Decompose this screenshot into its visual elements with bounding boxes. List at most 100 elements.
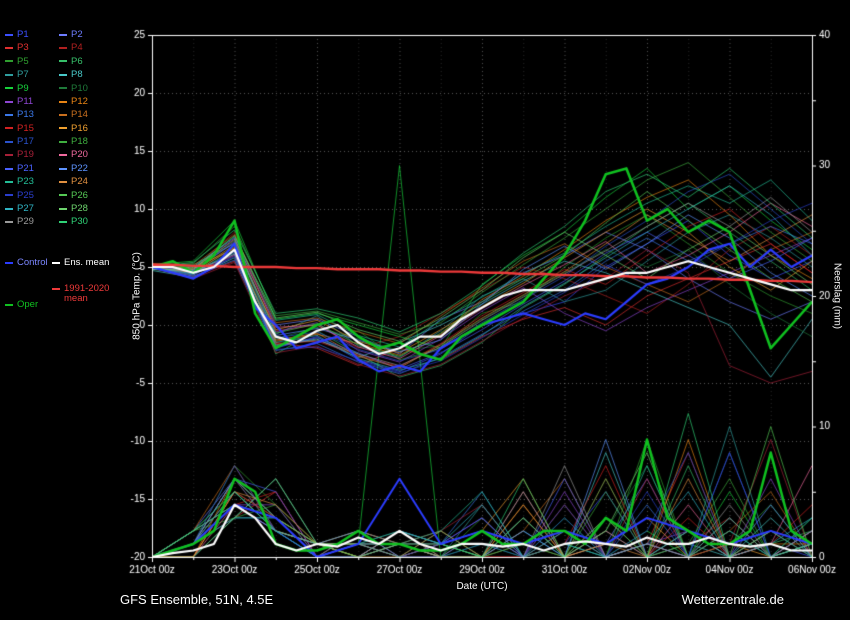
member-line-swatch <box>5 221 13 224</box>
member-line-swatch <box>5 180 13 183</box>
legend-row: P21 P22 <box>5 162 125 175</box>
legend-label-p12: P12 <box>71 95 88 107</box>
legend-item-p20: P20 <box>59 150 113 160</box>
legend-label-climate-line2: mean <box>64 293 88 305</box>
legend-item-p4: P4 <box>59 43 113 53</box>
legend-item-p28: P28 <box>59 204 113 214</box>
legend-item-p1: P1 <box>5 30 59 40</box>
legend-row: P3 P4 <box>5 41 125 54</box>
legend-label-p24: P24 <box>71 176 88 188</box>
member-line-swatch <box>5 114 13 117</box>
legend-label-p25: P25 <box>17 189 34 201</box>
legend-row: P17 P18 <box>5 135 125 148</box>
legend-item-ens-mean: Ens. mean <box>52 257 110 268</box>
legend-row: P11 P12 <box>5 95 125 108</box>
right-axis-label: Neerslag (mm) <box>831 262 843 330</box>
member-line-swatch <box>5 87 13 90</box>
member-line-swatch <box>59 207 67 210</box>
oper-line-swatch <box>5 304 13 307</box>
footer-model-info: GFS Ensemble, 51N, 4.5E <box>120 592 274 607</box>
legend-item-p11: P11 <box>5 97 59 107</box>
member-line-swatch <box>5 140 13 143</box>
legend-item-p5: P5 <box>5 57 59 67</box>
legend-row: P23 P24 <box>5 175 125 188</box>
legend-label-climate: 1991-2020 mean <box>64 283 110 305</box>
legend-label-p8: P8 <box>71 69 83 81</box>
legend-item-oper: Oper <box>5 299 39 310</box>
control-line-swatch <box>5 262 13 265</box>
legend-item-p19: P19 <box>5 150 59 160</box>
legend-label-p13: P13 <box>17 109 34 121</box>
legend-label-p4: P4 <box>71 42 83 54</box>
member-line-swatch <box>5 167 13 170</box>
legend-item-p24: P24 <box>59 177 113 187</box>
legend-row: P5 P6 <box>5 55 125 68</box>
x-axis-label: Date (UTC) <box>456 581 508 592</box>
legend-item-p27: P27 <box>5 204 59 214</box>
legend-item-p17: P17 <box>5 137 59 147</box>
legend-label-p5: P5 <box>17 55 29 67</box>
legend-label-p19: P19 <box>17 149 34 161</box>
member-line-swatch <box>59 114 67 117</box>
member-line-swatch <box>5 207 13 210</box>
member-line-swatch <box>5 100 13 103</box>
legend-row: P27 P28 <box>5 202 125 215</box>
legend-item-p14: P14 <box>59 110 113 120</box>
legend-label-p17: P17 <box>17 136 34 148</box>
legend-label-p11: P11 <box>17 95 34 107</box>
legend-row: P15 P16 <box>5 122 125 135</box>
legend-item-p9: P9 <box>5 82 59 94</box>
legend-item-p26: P26 <box>59 191 113 201</box>
legend-item-p10: P10 <box>59 82 113 94</box>
member-line-swatch <box>59 47 67 50</box>
legend-label-p3: P3 <box>17 42 29 54</box>
legend-label-p14: P14 <box>71 109 88 121</box>
legend-label-oper: Oper <box>17 299 39 310</box>
member-line-swatch <box>59 167 67 170</box>
member-line-swatch <box>5 60 13 63</box>
legend-label-p26: P26 <box>71 189 88 201</box>
legend-item-p3: P3 <box>5 43 59 53</box>
legend-label-p22: P22 <box>71 162 88 174</box>
member-line-swatch <box>5 127 13 130</box>
legend-label-p10: P10 <box>71 82 88 94</box>
legend-label-p2: P2 <box>71 28 83 40</box>
member-line-swatch <box>59 73 67 76</box>
legend-label-climate-line1: 1991-2020 <box>64 283 110 294</box>
legend-item-p30: P30 <box>59 217 113 227</box>
legend-label-p28: P28 <box>71 203 88 215</box>
member-line-swatch <box>59 87 67 90</box>
legend-row: P19 P20 <box>5 149 125 162</box>
legend-item-p18: P18 <box>59 137 113 147</box>
legend-item-p2: P2 <box>59 30 113 40</box>
legend-row: P7 P8 <box>5 68 125 81</box>
member-line-swatch <box>5 73 13 76</box>
ens-mean-line-swatch <box>52 262 60 265</box>
legend-item-climate: 1991-2020 mean <box>52 283 110 305</box>
legend-label-p30: P30 <box>71 216 88 228</box>
legend-row: P9 P10 <box>5 82 125 95</box>
legend-label-p27: P27 <box>17 203 34 215</box>
member-line-swatch <box>59 127 67 130</box>
legend-label-p16: P16 <box>71 122 88 134</box>
legend-row: P25 P26 <box>5 189 125 202</box>
legend-item-p23: P23 <box>5 177 59 187</box>
member-line-swatch <box>59 33 67 36</box>
legend-row: P1 P2 <box>5 28 125 41</box>
legend-item-p7: P7 <box>5 70 59 80</box>
member-line-swatch <box>59 180 67 183</box>
legend-label-p9: P9 <box>17 82 29 94</box>
member-line-swatch <box>5 154 13 157</box>
member-line-swatch <box>59 194 67 197</box>
legend-label-ens-mean: Ens. mean <box>64 257 110 268</box>
legend-item-p21: P21 <box>5 164 59 174</box>
legend-item-p13: P13 <box>5 110 59 120</box>
legend-item-p6: P6 <box>59 57 113 67</box>
legend-label-p6: P6 <box>71 55 83 67</box>
member-line-swatch <box>5 47 13 50</box>
legend-item-p16: P16 <box>59 124 113 134</box>
legend-label-p20: P20 <box>71 149 88 161</box>
member-line-swatch <box>59 60 67 63</box>
legend-label-control: Control <box>17 257 48 268</box>
legend-label-p23: P23 <box>17 176 34 188</box>
